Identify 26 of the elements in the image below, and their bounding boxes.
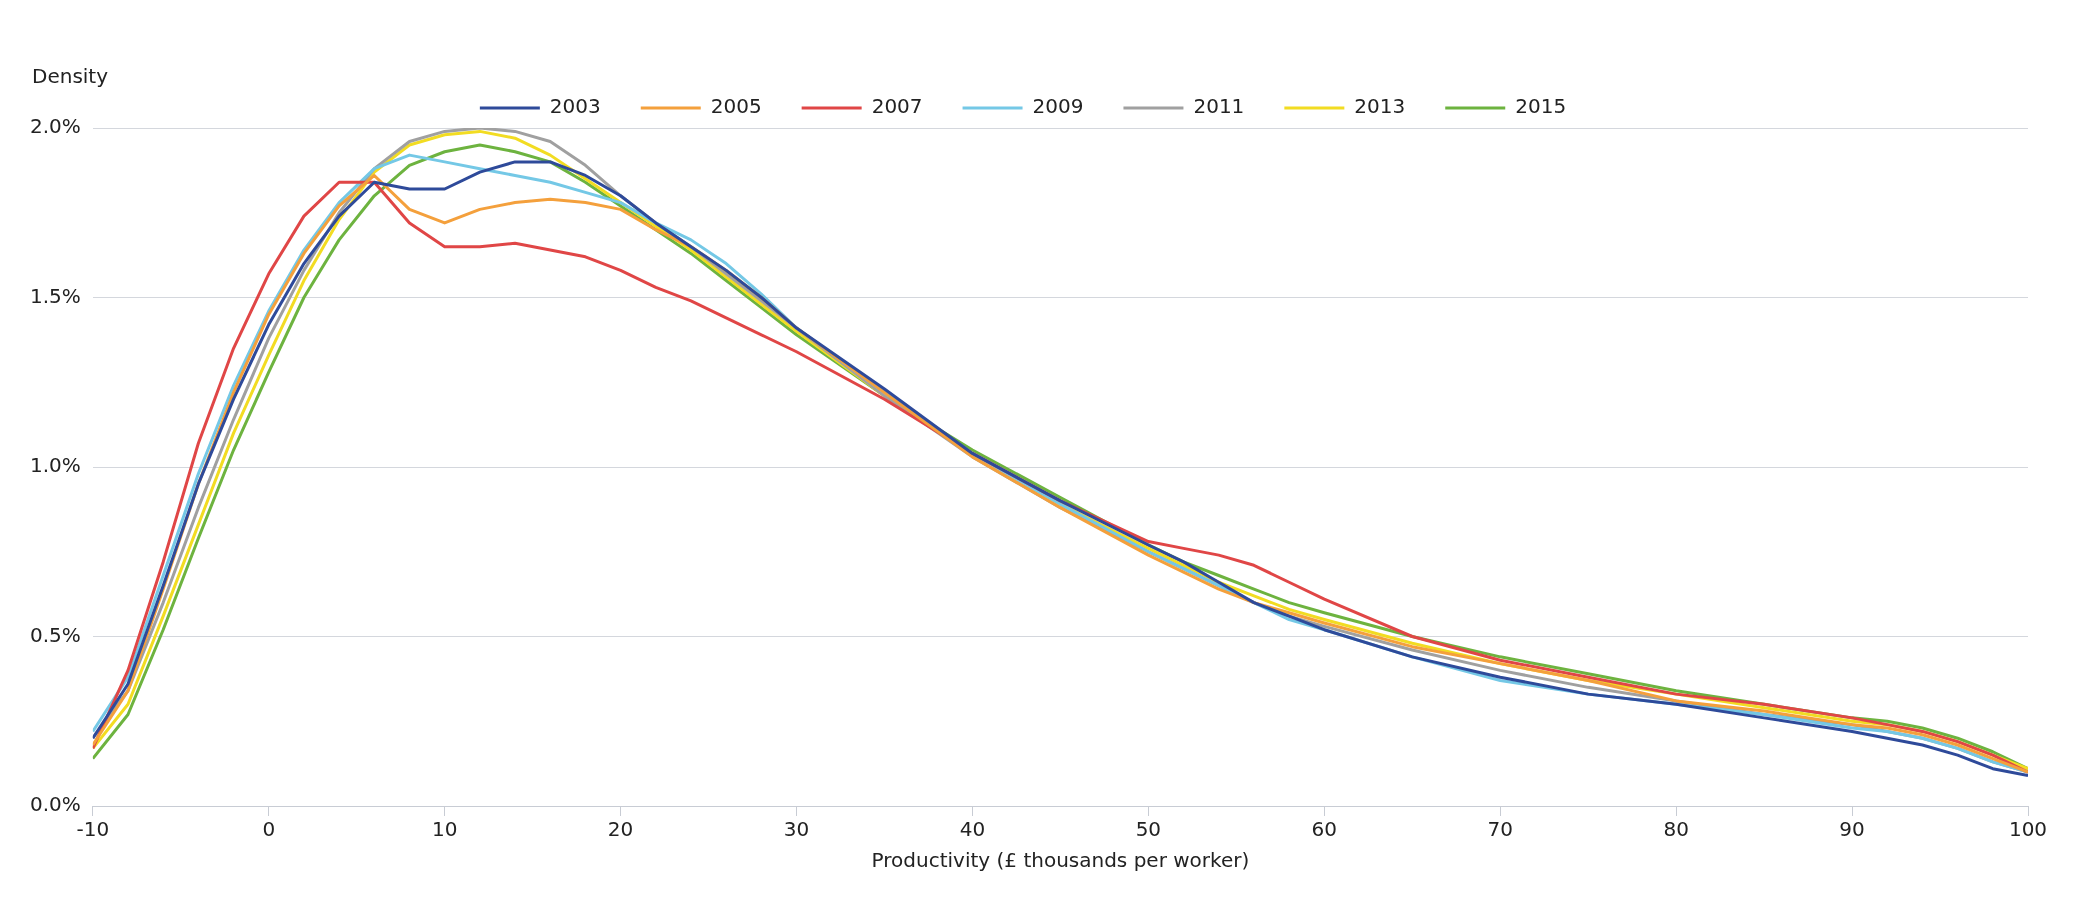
x-tick-label: 20	[607, 817, 634, 842]
y-tick-label: 0.5%	[30, 622, 81, 647]
x-tick-label: 50	[1135, 817, 1162, 842]
y-tick-label: 0.0%	[30, 792, 81, 817]
y-tick-label: 2.0%	[30, 114, 81, 139]
x-tick-label: 10	[431, 817, 458, 842]
legend-label: 2005	[710, 94, 762, 119]
legend-label: 2007	[871, 94, 923, 119]
x-tick-label: 90	[1839, 817, 1865, 842]
x-tick-label: 60	[1311, 817, 1338, 842]
legend-label: 2009	[1032, 94, 1084, 119]
x-tick-label: 100	[2008, 817, 2048, 842]
legend-label: 2015	[1515, 94, 1567, 119]
legend-label: 2011	[1193, 94, 1245, 119]
x-tick-label: 40	[959, 817, 986, 842]
x-tick-label: 0	[262, 817, 276, 842]
x-tick-label: 70	[1487, 817, 1513, 842]
x-axis-title: Productivity (£ thousands per worker)	[871, 848, 1250, 873]
legend-label: 2013	[1354, 94, 1406, 119]
y-tick-label: 1.5%	[30, 283, 81, 308]
legend-label: 2003	[549, 94, 601, 119]
x-tick-label: -10	[76, 817, 110, 842]
x-tick-label: 30	[783, 817, 810, 842]
y-axis-title: Density	[32, 64, 109, 89]
y-tick-label: 1.0%	[30, 453, 81, 478]
x-tick-label: 80	[1663, 817, 1689, 842]
